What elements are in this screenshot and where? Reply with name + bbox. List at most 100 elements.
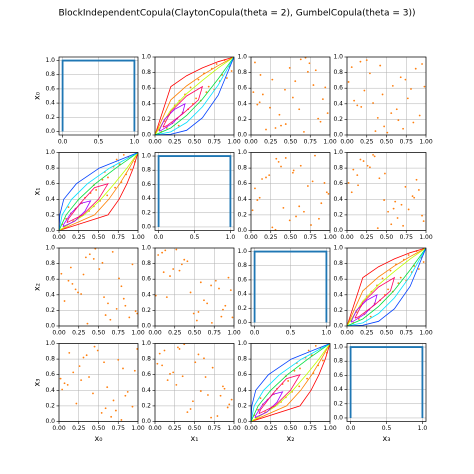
scatter-point [399, 76, 402, 79]
y-tick-label: 0.4 [141, 291, 151, 298]
scatter-point [299, 367, 301, 370]
scatter-point [210, 416, 212, 419]
y-tick-label: 0.6 [141, 276, 151, 283]
line [251, 343, 330, 422]
y-tick-label: 0.0 [141, 223, 151, 230]
scatter-point [407, 208, 410, 211]
x-tick-label: 0.50 [284, 425, 298, 432]
line [155, 57, 234, 135]
scatter-point [61, 388, 64, 391]
scatter-point [230, 398, 233, 401]
plot-area [61, 59, 136, 132]
scatter-point [359, 158, 362, 161]
x-tick-label: 0.75 [112, 330, 126, 337]
scatter-point [199, 390, 202, 392]
scatter-point [155, 294, 157, 297]
x-tick-label: 0.00 [148, 425, 162, 432]
y-tick-label: 0.2 [141, 402, 151, 409]
scatter-point [181, 375, 184, 378]
scatter-point [278, 113, 281, 116]
line [251, 343, 330, 422]
y-tick-label: 0.2 [141, 116, 151, 123]
y-tick-label: 0.4 [333, 291, 343, 298]
scatter-point [386, 131, 389, 134]
scatter-point [178, 348, 181, 350]
plot-area [347, 153, 425, 230]
y-tick-label: 1.0 [45, 149, 55, 156]
scatter-point [365, 59, 368, 62]
scatter-point [205, 91, 208, 93]
y-tick-label: 0.2 [237, 211, 247, 218]
scatter-point [277, 160, 280, 163]
plot-area [349, 346, 424, 418]
scatter-point [178, 269, 181, 272]
scatter-point [207, 85, 210, 88]
scatter-point [98, 268, 101, 270]
x-tick-label: 0.00 [148, 330, 162, 337]
y-tick-label: 0.4 [237, 196, 247, 203]
scatter-point [417, 268, 420, 270]
x-axis-label: x₀ [95, 434, 103, 443]
scatter-point [220, 315, 223, 318]
x-tick-label: 1.0 [226, 234, 236, 241]
x-tick-label: 0.00 [52, 234, 66, 241]
scatter-point [293, 369, 296, 372]
scatter-point [356, 174, 359, 177]
scatter-point [230, 70, 233, 72]
scatter-point [280, 165, 282, 168]
scatter-point [211, 366, 214, 369]
y-tick-label: 0.6 [333, 180, 343, 187]
x-tick-label: 0.25 [168, 330, 182, 337]
y-tick-label: 1.0 [141, 340, 151, 347]
y-tick-label: 0.8 [141, 260, 151, 267]
axes-frame [58, 152, 139, 231]
plot-area [60, 248, 138, 325]
x-tick-label: 0.25 [264, 234, 278, 241]
y-tick-label: 0.2 [45, 402, 55, 409]
axes-frame [58, 343, 139, 422]
x-tick-label: 0.75 [304, 234, 318, 241]
scatter-point [314, 154, 316, 157]
scatter-point [136, 312, 138, 315]
x-tick-label: 0.50 [284, 234, 298, 241]
scatter-point [303, 210, 305, 213]
plot-area [347, 248, 426, 326]
y-tick-label: 1.0 [45, 245, 55, 252]
subplot: 0.00 0.25 0.50 0.75 1.00 0.0 0.2 0.4 0.6 0.8 1.0 [333, 245, 432, 337]
scatter-point [112, 399, 115, 402]
scatter-point [379, 64, 382, 67]
line [155, 57, 234, 135]
scatter-point [414, 67, 417, 70]
scatter-point [101, 178, 104, 181]
scatter-point [402, 127, 404, 130]
scatter-point [229, 289, 232, 292]
x-tick-label: 0.75 [112, 234, 126, 241]
plot-area [251, 343, 330, 422]
subplot: 0.00 0.25 0.50 0.75 1.00 0.0 0.2 0.4 0.6 0.8 1.0 [237, 149, 336, 241]
scatter-point [162, 271, 165, 274]
x-tick-label: 0.25 [264, 139, 278, 146]
scatter-point [284, 157, 287, 159]
line [155, 57, 234, 135]
scatter-point [120, 419, 123, 421]
y-tick-label: 0.2 [141, 209, 151, 216]
y-tick-label: 0.2 [45, 114, 55, 121]
scatter-point [374, 130, 377, 133]
scatter-point [369, 166, 371, 169]
axes-frame [346, 56, 427, 136]
scatter-point [77, 291, 79, 294]
scatter-point [258, 101, 261, 104]
y-tick-label: 0.8 [141, 167, 151, 174]
scatter-point [402, 224, 404, 227]
plot-area [347, 59, 426, 134]
scatter-point [158, 352, 161, 355]
scatter-point [197, 78, 200, 81]
y-tick-label: 0.6 [333, 372, 343, 379]
scatter-point [418, 114, 421, 117]
scatter-point [224, 304, 227, 307]
scatter-point [161, 364, 164, 367]
scatter-point [215, 63, 218, 65]
axes-frame [58, 56, 139, 136]
scatter-point [268, 174, 271, 177]
